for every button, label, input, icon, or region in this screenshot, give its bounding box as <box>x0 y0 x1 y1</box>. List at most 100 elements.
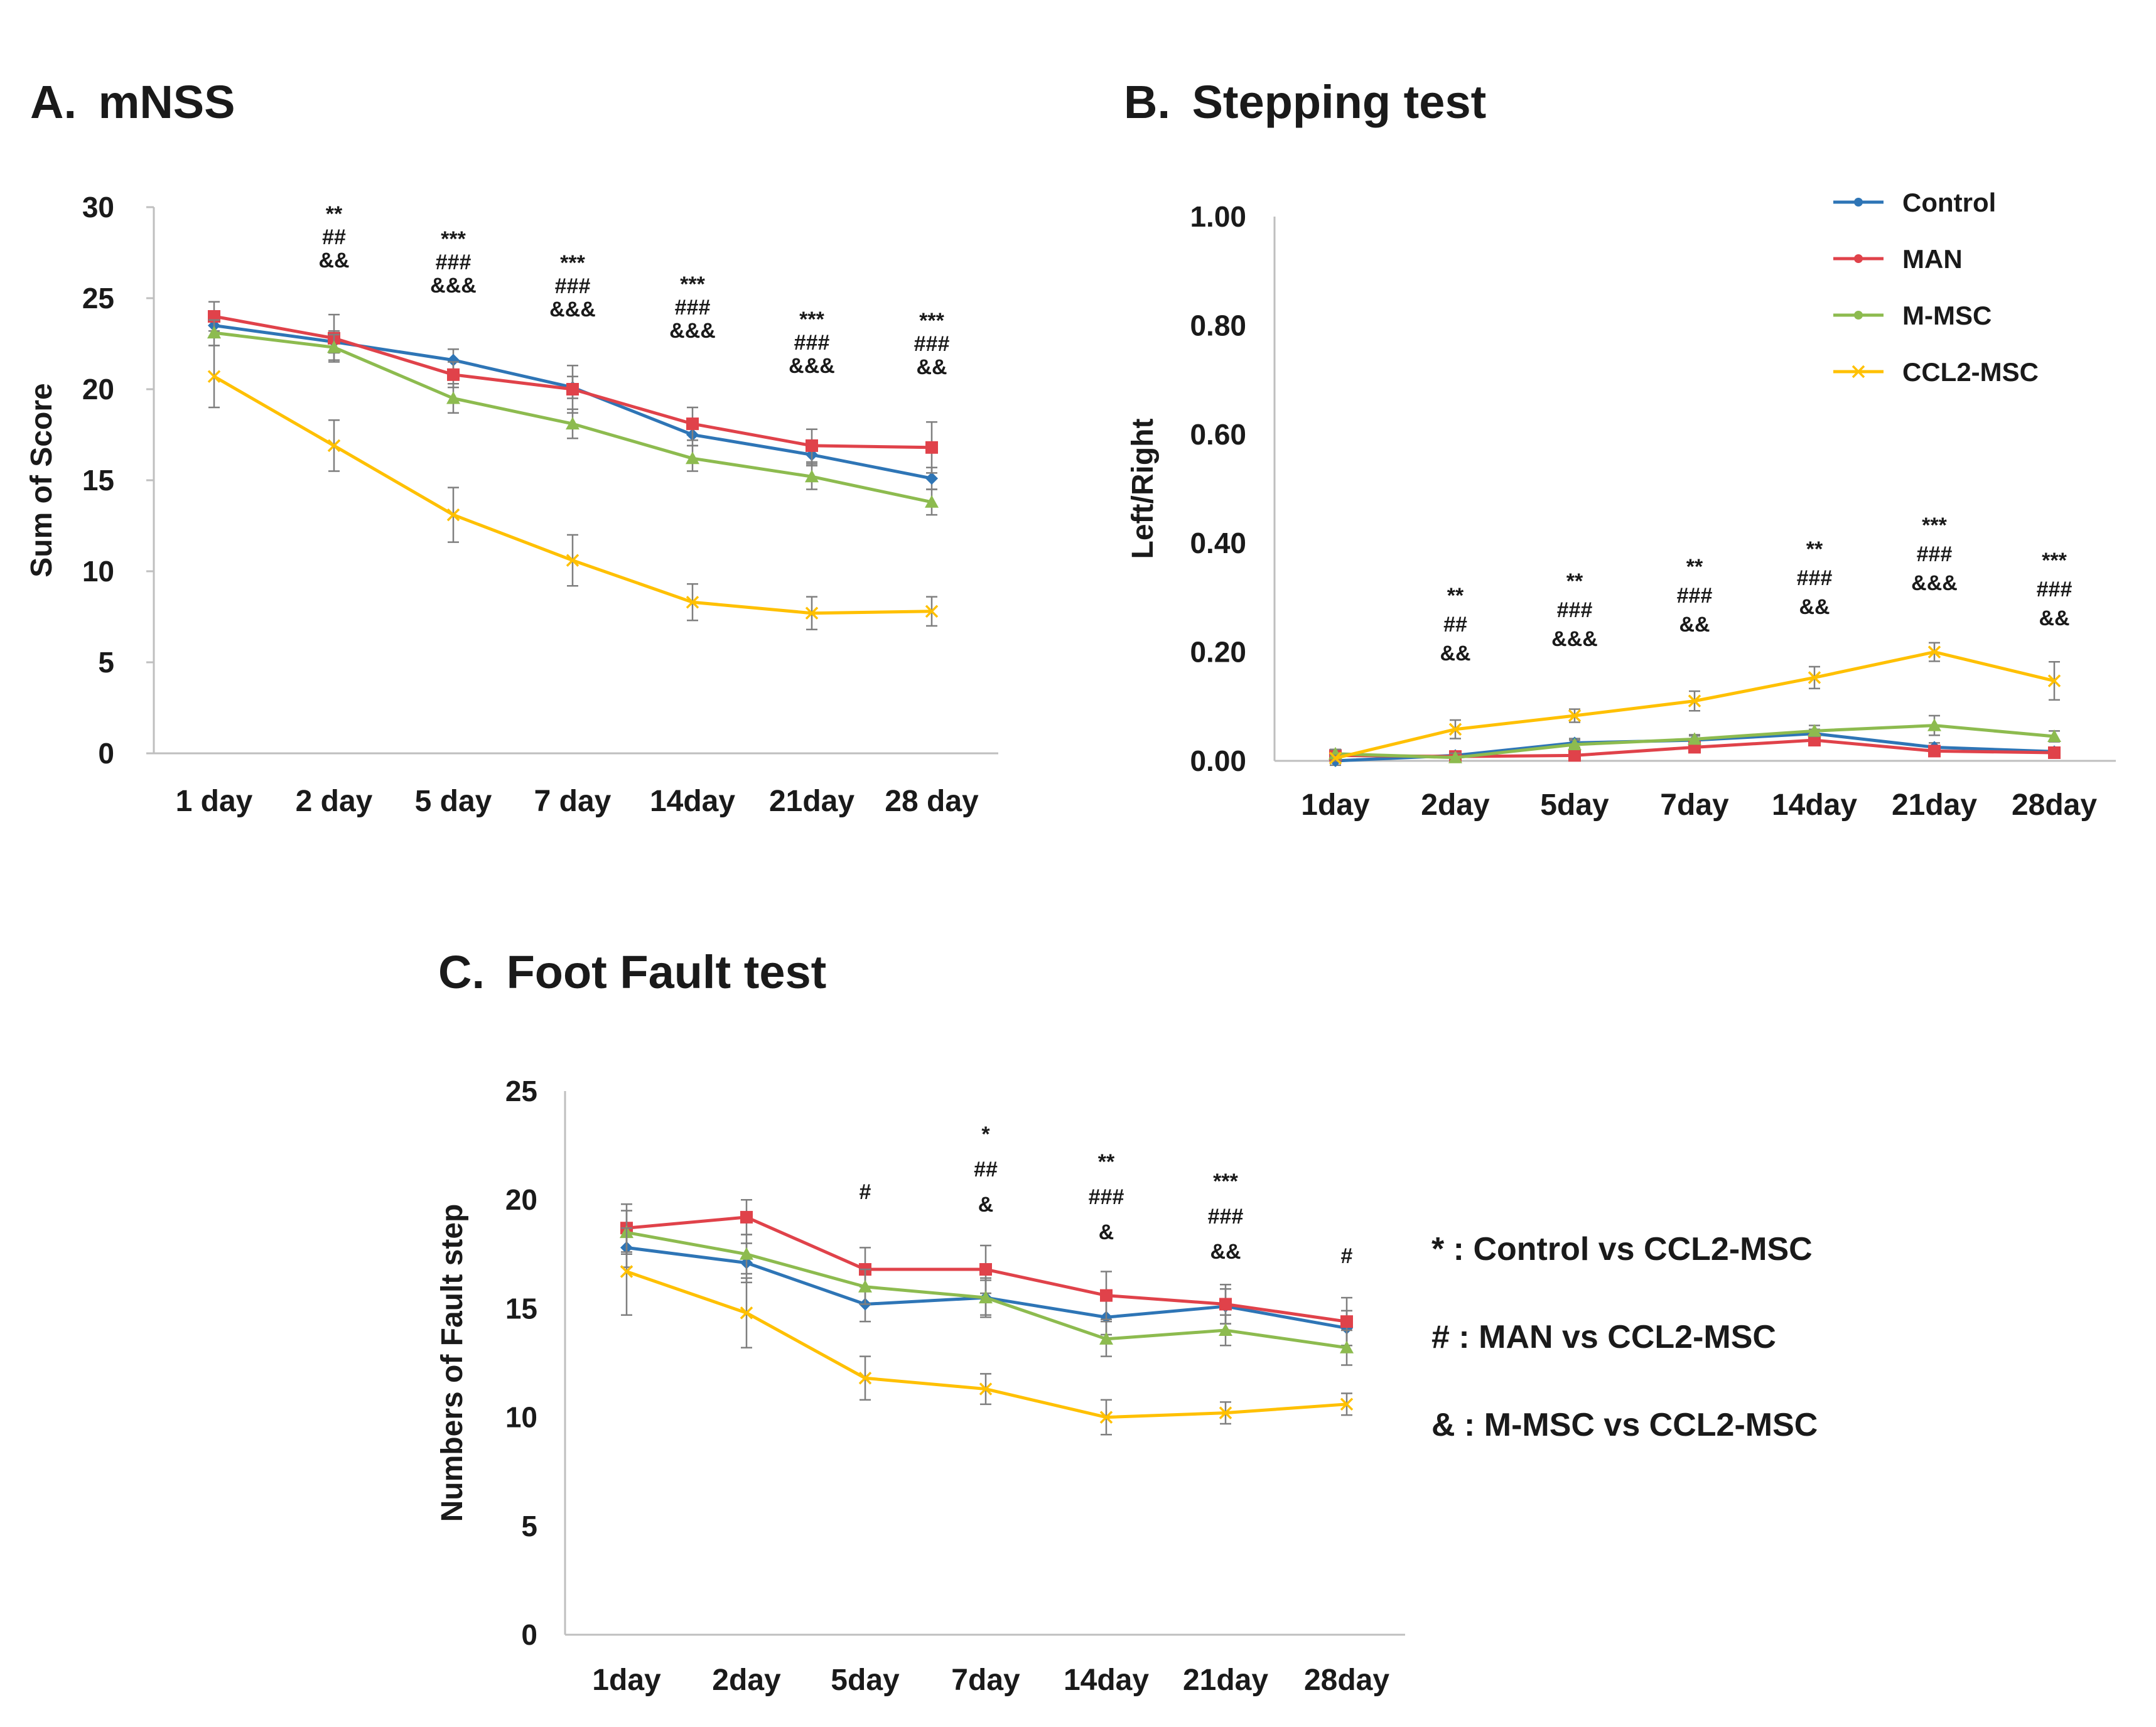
data-point-stroke <box>1927 645 1941 659</box>
significance-mark: ### <box>1557 598 1593 622</box>
data-point <box>447 353 460 367</box>
significance-mark: ** <box>326 202 343 226</box>
series-man <box>208 301 938 474</box>
data-point <box>979 1263 992 1276</box>
y-tick-label: 0.60 <box>1190 418 1246 451</box>
legend-label: M-MSC <box>1902 301 1992 330</box>
data-point-stroke <box>1688 694 1701 707</box>
note-control: * : Control vs CCL2-MSC <box>1431 1231 1813 1267</box>
significance-mark: *** <box>1213 1170 1238 1193</box>
panel-b-title: B. Stepping test <box>1124 76 1486 128</box>
data-point <box>686 417 699 431</box>
data-point <box>207 326 221 339</box>
legend-label: Control <box>1902 188 1996 217</box>
y-tick-label: 15 <box>82 464 114 497</box>
data-point <box>1688 732 1701 745</box>
data-point <box>686 451 699 465</box>
data-point <box>925 605 939 618</box>
series-ccl2-msc <box>620 1227 1354 1436</box>
data-point <box>1927 645 1941 659</box>
data-point <box>446 391 460 404</box>
data-point <box>1448 750 1462 763</box>
data-point-stroke <box>979 1382 993 1396</box>
data-point <box>979 1291 993 1304</box>
x-tick-label: 28day <box>1304 1664 1389 1697</box>
data-point <box>2047 674 2061 687</box>
significance-mark: ** <box>1447 584 1464 608</box>
panel-b-letter: B. <box>1124 76 1170 128</box>
data-point <box>1099 1332 1113 1345</box>
data-point-stroke <box>805 606 819 620</box>
data-point-stroke <box>1568 709 1582 723</box>
x-tick-label: 28day <box>2012 788 2097 822</box>
significance-mark: ### <box>675 296 711 320</box>
data-point-stroke <box>1340 1397 1354 1411</box>
x-tick-label: 14day <box>1064 1664 1149 1697</box>
y-tick-label: 15 <box>505 1292 537 1325</box>
data-point <box>1219 1406 1232 1419</box>
data-point <box>1927 718 1941 731</box>
x-tick-label: 21day <box>1183 1664 1268 1697</box>
significance-mark: && <box>1799 595 1830 619</box>
data-point-stroke <box>925 605 939 618</box>
data-point-stroke <box>858 1372 872 1385</box>
significance-mark: *** <box>441 227 466 251</box>
significance-mark: ## <box>974 1158 998 1181</box>
significance-mark: &&& <box>789 354 835 378</box>
significance-mark: &&& <box>669 319 716 343</box>
x-tick-label: 21day <box>1892 788 1977 822</box>
data-point <box>1568 709 1582 723</box>
legend-marker <box>1854 198 1863 207</box>
data-point <box>1329 751 1342 765</box>
data-point <box>2048 746 2061 759</box>
series-m-msc <box>1329 714 2061 763</box>
x-tick-label: 1 day <box>176 785 253 818</box>
note-mmsc: & : M-MSC vs CCL2-MSC <box>1431 1407 1818 1443</box>
data-point <box>1219 1323 1232 1337</box>
x-tick-label: 28 day <box>885 785 979 818</box>
panel-c-letter: C. <box>438 946 485 998</box>
data-point <box>447 368 460 381</box>
y-tick-label: 0.80 <box>1190 309 1246 342</box>
data-point-stroke <box>686 596 699 609</box>
significance-mark: *** <box>560 251 585 275</box>
y-tick-label: 0.00 <box>1190 745 1246 777</box>
significance-mark: ### <box>914 332 950 356</box>
significance-mark: *** <box>919 309 944 333</box>
data-point <box>1448 723 1462 736</box>
significance-mark: *** <box>680 272 705 296</box>
note-man: # : MAN vs CCL2-MSC <box>1431 1319 1776 1355</box>
data-point-stroke <box>327 439 341 453</box>
data-point <box>1808 671 1821 684</box>
data-point-stroke <box>740 1306 753 1320</box>
significance-mark: && <box>1440 642 1470 665</box>
series-m-msc <box>620 1210 1354 1366</box>
data-point <box>925 441 938 454</box>
data-point <box>446 508 460 522</box>
data-point-stroke <box>2047 674 2061 687</box>
data-point <box>858 1372 872 1385</box>
y-tick-label: 5 <box>521 1510 537 1542</box>
significance-mark: ** <box>1806 537 1823 561</box>
data-point <box>1688 694 1701 707</box>
data-point <box>1568 749 1581 762</box>
significance-mark: && <box>1679 613 1710 637</box>
data-point <box>740 1306 753 1320</box>
panel-b-chart: 0.00 0.20 0.40 0.60 0.80 1.00 1day 2day 5day 7day… <box>1126 200 2116 822</box>
x-tick-label: 5day <box>1540 788 1609 822</box>
data-point <box>207 370 221 383</box>
series-m-msc <box>207 319 939 516</box>
legend-entry-ccl2-msc: CCL2-MSC <box>1833 357 2039 387</box>
x-tick-label: 21day <box>769 785 854 818</box>
significance-mark: && <box>2039 606 2069 630</box>
significance-mark: ### <box>1089 1185 1124 1209</box>
y-tick-label: 10 <box>82 555 114 588</box>
data-point <box>858 1279 872 1293</box>
data-point-stroke <box>1099 1411 1113 1424</box>
significance-mark: &&& <box>549 298 596 321</box>
x-tick-label: 14day <box>650 785 735 818</box>
significance-mark: ### <box>1797 566 1833 590</box>
significance-key: * : Control vs CCL2-MSC # : MAN vs CCL2-… <box>1431 1231 1818 1443</box>
significance-mark: ** <box>1566 569 1583 593</box>
x-tick-label: 2 day <box>296 785 373 818</box>
